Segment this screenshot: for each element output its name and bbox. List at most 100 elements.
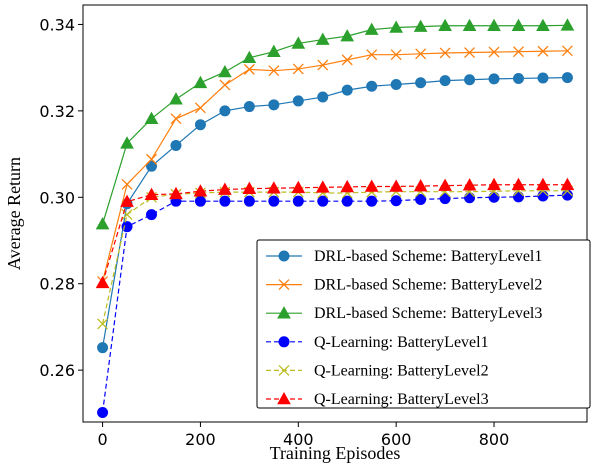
legend-item: Q-Learning: BatteryLevel3 [266, 391, 489, 408]
series-4 [97, 189, 573, 418]
legend-item: DRL-based Scheme: BatteryLevel3 [266, 305, 542, 322]
data-point [439, 75, 451, 87]
data-point [487, 177, 501, 191]
data-point [560, 18, 575, 31]
x-tick-label: 0 [97, 430, 107, 449]
data-point [121, 178, 133, 190]
legend-marker [278, 250, 290, 262]
data-point [413, 179, 428, 192]
data-point [511, 177, 526, 191]
data-point [268, 65, 280, 77]
data-point [536, 18, 550, 32]
data-point [415, 193, 427, 205]
legend-label: DRL-based Scheme: BatteryLevel2 [314, 277, 542, 294]
data-point [95, 217, 110, 230]
data-point [243, 195, 255, 207]
data-point [121, 209, 133, 221]
legend-box [256, 239, 591, 409]
data-point [219, 195, 231, 207]
data-point [121, 221, 133, 233]
series-layer [95, 18, 575, 418]
data-point [512, 72, 524, 84]
legend-item: DRL-based Scheme: BatteryLevel2 [266, 277, 542, 294]
legend-label: Q-Learning: BatteryLevel3 [314, 391, 489, 408]
data-point [415, 48, 427, 60]
data-point [219, 79, 231, 91]
data-point [366, 195, 378, 207]
series-line [101, 50, 568, 282]
x-tick-label: 200 [185, 430, 216, 449]
x-tick-label: 400 [283, 430, 314, 449]
legend: DRL-based Scheme: BatteryLevel1 DRL-based… [256, 239, 591, 409]
data-point [340, 179, 355, 193]
data-point [390, 79, 402, 91]
data-point [439, 47, 451, 59]
data-point [439, 193, 451, 205]
data-point [341, 84, 353, 96]
data-point [292, 63, 304, 75]
axes: 0 200 400 600 800 0.26 0.28 0.30 0.32 0.34 [39, 15, 509, 449]
x-tick-label: 800 [479, 430, 510, 449]
x-tick-label: 600 [381, 430, 412, 449]
data-point [169, 92, 183, 105]
data-point [95, 275, 110, 289]
plot-area [82, 4, 588, 423]
data-point [315, 180, 330, 193]
data-point [389, 179, 404, 192]
data-point [97, 342, 109, 354]
series-2 [97, 45, 573, 288]
data-point [462, 178, 477, 191]
legend-label: DRL-based Scheme: BatteryLevel3 [314, 305, 542, 322]
data-point [341, 54, 353, 66]
series-1 [97, 72, 573, 354]
data-point [536, 177, 550, 191]
legend-marker [278, 336, 290, 348]
data-point [366, 80, 378, 92]
data-point [194, 195, 206, 207]
data-point [243, 63, 255, 75]
data-point [144, 111, 159, 124]
data-point [120, 194, 134, 207]
legend-label: Q-Learning: BatteryLevel2 [314, 362, 489, 379]
y-tick-label: 0.32 [39, 102, 75, 121]
data-point [415, 77, 427, 89]
data-point [537, 45, 549, 57]
legend-marker [278, 279, 290, 291]
plot-frame [82, 4, 588, 423]
data-point [97, 318, 109, 330]
data-point [340, 29, 355, 42]
legend-marker [278, 364, 290, 376]
legend-item: DRL-based Scheme: BatteryLevel1 [266, 248, 542, 265]
data-point [193, 184, 208, 197]
data-point [268, 99, 280, 111]
data-point [438, 18, 452, 32]
series-line [101, 24, 568, 225]
data-point [390, 195, 402, 207]
data-point [488, 191, 500, 203]
legend-label: DRL-based Scheme: BatteryLevel1 [314, 248, 542, 265]
legend-marker [277, 391, 291, 405]
data-point [488, 73, 500, 85]
data-point [146, 153, 157, 165]
legend-item: Q-Learning: BatteryLevel1 [266, 334, 489, 351]
x-axis-title: Training Episodes [270, 443, 401, 463]
data-point [242, 50, 257, 64]
data-point [513, 46, 524, 58]
data-point [268, 195, 280, 207]
data-point [170, 139, 182, 151]
data-point [218, 64, 232, 78]
data-point [341, 195, 353, 207]
data-point [464, 47, 476, 58]
data-point [291, 36, 306, 49]
data-point [537, 72, 549, 84]
data-point [561, 72, 573, 84]
data-point [292, 95, 304, 107]
series-line [101, 190, 568, 325]
data-point [561, 45, 573, 57]
data-point [193, 75, 208, 89]
data-point [266, 181, 281, 194]
data-point [389, 20, 404, 33]
data-point [292, 195, 304, 207]
data-point [146, 160, 158, 172]
